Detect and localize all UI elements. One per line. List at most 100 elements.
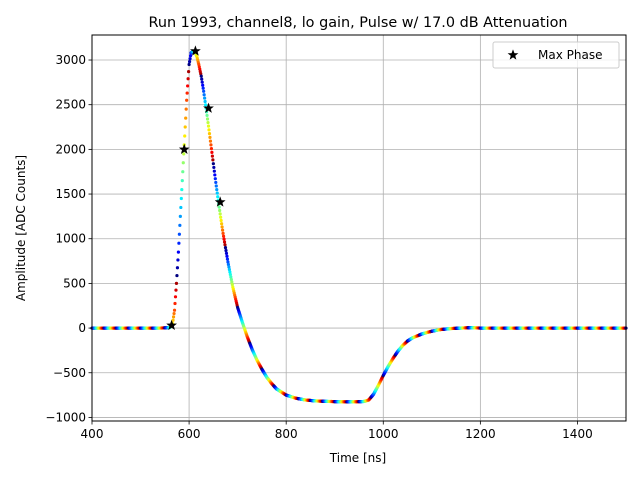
waveform-point — [209, 143, 213, 147]
waveform-point — [179, 196, 183, 201]
plot-frame — [91, 34, 627, 422]
chart-title: Run 1993, channel8, lo gain, Pulse w/ 17… — [149, 15, 568, 31]
legend-label-max-phase: Max Phase — [538, 48, 602, 62]
waveform-point — [216, 195, 220, 199]
max-phase-point — [214, 196, 226, 207]
waveform-point — [179, 205, 183, 210]
waveform-point — [212, 169, 216, 173]
waveform-point — [225, 254, 229, 258]
x-tick-label: 1400 — [562, 427, 593, 441]
waveform-point — [172, 308, 177, 312]
waveform-point — [176, 258, 180, 262]
waveform-point — [208, 139, 213, 143]
y-tick-label: −500 — [53, 366, 86, 380]
waveform-point — [215, 191, 219, 195]
waveform-point — [180, 179, 184, 183]
waveform-point — [183, 134, 187, 138]
waveform-point — [205, 117, 210, 121]
waveform-point — [200, 80, 204, 84]
waveform-point — [184, 116, 188, 120]
waveform-point — [211, 158, 215, 162]
waveform-point — [187, 70, 191, 74]
waveform-point — [210, 150, 214, 155]
waveform-point — [211, 162, 215, 166]
waveform-point — [171, 318, 175, 322]
waveform-point — [219, 215, 223, 219]
y-tick-label: 2000 — [55, 142, 86, 156]
waveform-point — [223, 246, 228, 250]
x-tick-label: 1000 — [368, 427, 399, 441]
waveform-point — [223, 243, 227, 247]
waveform-point — [228, 272, 232, 277]
waveform-point — [220, 228, 225, 232]
waveform-point — [181, 161, 185, 165]
waveform-point — [221, 231, 225, 235]
grid — [91, 35, 626, 421]
waveform-point — [226, 262, 231, 267]
waveform-point — [202, 93, 206, 97]
waveform-point — [218, 208, 222, 213]
waveform-point — [172, 311, 176, 316]
waveform-point — [184, 107, 188, 111]
waveform-point — [206, 120, 210, 125]
waveform-point — [230, 280, 234, 284]
waveform-point — [188, 57, 192, 61]
waveform-point — [219, 218, 223, 223]
waveform-point — [182, 152, 186, 156]
legend-box — [492, 41, 620, 69]
waveform-point — [205, 113, 209, 118]
waveform-point — [229, 275, 233, 279]
waveform-point — [176, 250, 181, 254]
waveform-point — [208, 135, 212, 139]
waveform-point — [227, 265, 231, 269]
legend: Max Phase — [492, 41, 620, 69]
y-tick-label: 1000 — [55, 232, 86, 246]
waveform-point — [203, 99, 207, 104]
waveform-point — [203, 96, 207, 100]
waveform-point — [174, 281, 179, 285]
waveform-point — [222, 237, 226, 241]
waveform-point — [186, 84, 190, 88]
waveform-point — [213, 177, 217, 181]
waveform-point — [186, 77, 190, 81]
waveform-point — [202, 89, 206, 93]
y-tick-label: 1500 — [55, 187, 86, 201]
waveform-point — [207, 132, 212, 136]
waveform-point — [175, 266, 180, 270]
waveform-point — [217, 205, 221, 209]
legend-star-icon — [507, 49, 519, 60]
max-phase-point — [178, 143, 190, 154]
waveform-point — [173, 295, 178, 299]
waveform-point — [177, 241, 181, 245]
waveform-point — [178, 214, 182, 218]
waveform-point — [222, 240, 227, 244]
waveform-point — [229, 277, 233, 282]
waveform-point — [201, 83, 205, 87]
max-phase-point — [203, 102, 214, 113]
y-tick-label: 3000 — [55, 53, 86, 67]
waveform-point — [183, 125, 187, 129]
waveform-point — [227, 267, 231, 272]
x-tick-label: 1200 — [465, 427, 496, 441]
waveform-point — [180, 187, 184, 192]
waveform-point — [178, 223, 182, 227]
waveform-point — [226, 260, 230, 264]
waveform-point — [209, 147, 214, 151]
waveform-point — [224, 248, 228, 253]
y-tick-label: 0 — [78, 321, 86, 335]
waveform-point — [181, 170, 185, 174]
waveform-point — [215, 187, 219, 192]
x-tick-label: 400 — [81, 427, 104, 441]
waveform-point — [188, 54, 193, 58]
waveform-point — [187, 62, 191, 67]
waveform-point — [200, 77, 204, 81]
waveform-point — [228, 270, 232, 274]
waveform-point — [207, 128, 211, 132]
y-tick-label: 2500 — [55, 98, 86, 112]
y-axis-label: Amplitude [ADC Counts] — [14, 155, 28, 301]
waveform-point — [185, 91, 189, 95]
y-tick-label: 500 — [63, 276, 86, 290]
waveform-point — [210, 154, 214, 158]
